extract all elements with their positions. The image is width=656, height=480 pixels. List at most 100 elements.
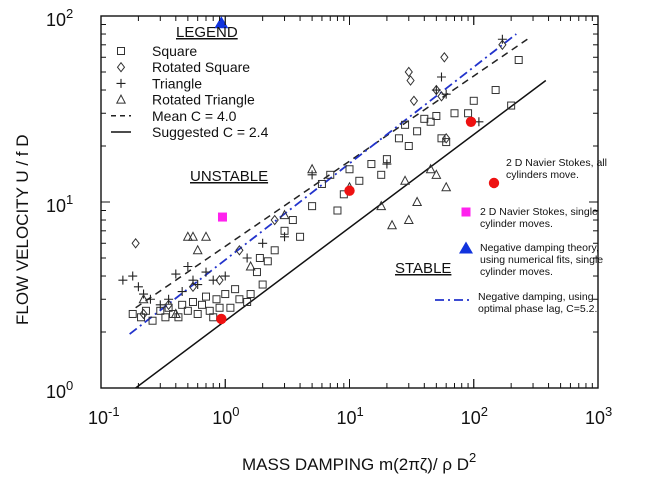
x-tick-label-exp: 3 [605,404,612,419]
diamond-point [437,91,446,102]
points-layer [118,16,523,325]
plus-point [145,294,155,304]
line-solid [135,79,547,388]
plus-point [307,170,317,180]
legend-label: Suggested C = 2.4 [152,124,269,140]
x-tick-label-base: 10 [585,408,605,428]
legend-item: Triangle [116,75,202,91]
region-label-stable: STABLE [395,260,451,277]
legend-item: Rotated Triangle [115,92,255,108]
legend-item: Suggested C = 2.4 [111,124,269,140]
square-point [246,290,255,299]
plus-point [133,282,143,292]
annotation-text: cylinder moves. [480,266,553,278]
plus-point [208,275,218,285]
triangle-point [412,196,423,206]
x-tick-label-base: 10 [88,408,108,428]
plus-point [118,275,128,285]
blue-triangle-point [459,241,473,254]
region-label-unstable: UNSTABLE [190,168,268,185]
square-point [178,300,187,309]
square-point [212,295,221,304]
y-tick-label-exp: 2 [66,6,73,21]
y-axis-label: FLOW VELOCITY U / f D [13,135,32,326]
diamond-point [406,75,415,86]
diamond-point [215,274,224,286]
square-point [205,306,214,315]
annotation-text: cylinders move. [506,169,579,181]
plus-point [171,269,181,279]
triangle-point [400,175,411,185]
square-point [255,253,264,262]
square-point [258,280,267,289]
square-point [432,111,441,120]
diamond-point [404,66,413,78]
diamond-point [235,244,244,256]
square-point [117,47,125,55]
diamond-point [164,299,173,311]
square-point [491,86,500,95]
triangle-point [441,181,452,192]
square-point [404,142,413,151]
square-point [367,160,376,169]
plus-point [116,78,126,88]
legend-item: Mean C = 4.0 [111,108,237,124]
plus-point [188,275,198,285]
square-point [377,170,386,179]
diamond-point [270,214,279,226]
x-tick-label-base: 10 [212,408,232,428]
square-point [420,114,429,123]
diamond-point [409,95,419,107]
square-point [401,120,410,129]
plus-point [164,294,174,304]
square-point [355,176,364,185]
triangle-point [138,293,149,304]
square-point [161,313,170,322]
red-dot-point [216,313,227,325]
blue-triangle-point [214,16,229,29]
square-point [426,117,435,126]
square-point [193,309,202,318]
legend-label: Rotated Triangle [152,92,255,108]
x-tick-label-base: 10 [461,408,481,428]
red-dot-point [344,185,355,196]
square-point [215,303,224,312]
x-tick-label: 100 [212,404,239,428]
annotation-item: Negative damping theory,using numerical … [459,241,603,278]
square-point [326,170,335,179]
x-axis-label: MASS DAMPING m(2πζ)/ ρ D2 [242,450,476,474]
legend-item: Square [117,43,197,59]
plus-point [128,271,138,281]
triangle-point [187,231,199,241]
square-point [507,101,516,110]
y-tick-label-exp: 1 [66,192,73,207]
square-point [345,165,354,174]
plus-point [193,280,203,290]
plus-point [436,72,446,82]
triangle-point [376,200,387,211]
square-point [469,96,478,105]
plus-point [177,287,187,297]
legend-label: Mean C = 4.0 [152,108,237,124]
square-point [209,313,218,322]
y-tick-label-base: 10 [46,382,66,402]
magenta-square-point [217,212,227,222]
plus-point [382,159,392,169]
plus-point [155,300,165,310]
legend-title: LEGEND [176,24,238,41]
plus-point [258,238,268,248]
legend-label: Square [152,43,197,59]
square-point [263,257,272,266]
x-tick-label-base: 10 [337,408,357,428]
y-tick-label: 102 [46,6,73,30]
square-point [413,127,422,136]
diamond-point [116,61,126,73]
x-tick-label-exp: 1 [357,404,364,419]
legend-label: Triangle [152,75,202,91]
annotation-text: Negative damping, using [478,291,594,303]
triangle-point [307,163,318,174]
square-point [333,206,342,215]
square-point [202,292,211,301]
